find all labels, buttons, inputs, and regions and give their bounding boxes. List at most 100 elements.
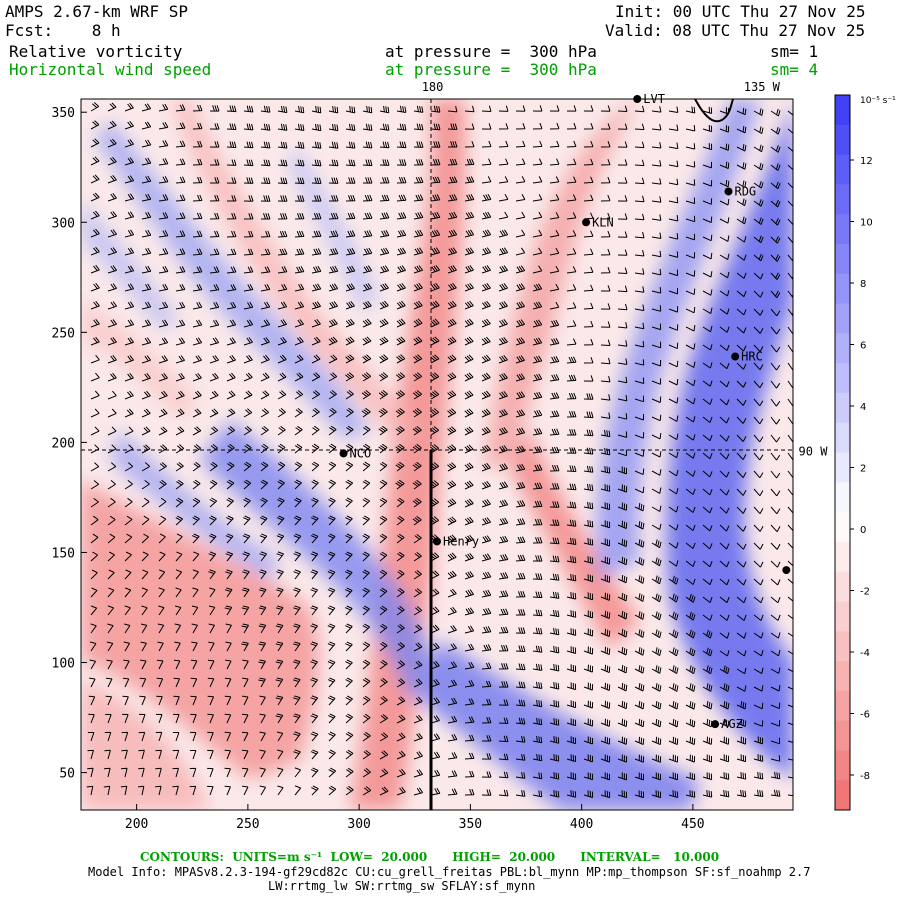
wind-barb: [192, 319, 203, 328]
wind-barb: [651, 469, 662, 476]
wind-barb: [328, 731, 336, 742]
wind-barb: [345, 105, 356, 114]
wind-barb: [292, 641, 301, 652]
y-tick-label: 150: [52, 546, 75, 561]
wind-barb: [549, 194, 560, 202]
wind-barb: [634, 629, 645, 638]
wind-barb: [719, 754, 729, 763]
wind-barb: [787, 794, 793, 797]
wind-barb: [498, 608, 509, 616]
wind-barb: [532, 753, 543, 762]
wind-barb: [770, 254, 781, 262]
wind-barb: [175, 301, 186, 310]
wind-barb: [138, 749, 145, 760]
wind-barb: [345, 247, 356, 256]
wind-barb: [107, 587, 115, 598]
wind-barb: [260, 230, 271, 238]
wind-barb: [787, 344, 793, 353]
wind-barb: [736, 650, 747, 657]
wind-barb: [719, 143, 730, 151]
wind-barb: [243, 266, 254, 274]
wind-barb: [787, 758, 793, 761]
wind-barb: [121, 731, 129, 742]
wind-barb: [770, 308, 781, 317]
wind-barb: [447, 318, 457, 328]
x-tick-label: 450: [681, 817, 704, 832]
wind-barb: [736, 754, 747, 763]
wind-barb: [583, 393, 594, 400]
wind-barb: [277, 248, 288, 256]
wind-barb: [362, 300, 372, 310]
wind-barb: [685, 524, 696, 531]
wind-barb: [275, 695, 284, 706]
wind-barb: [293, 749, 301, 760]
wind-barb: [532, 681, 543, 689]
wind-barb: [600, 628, 611, 637]
wind-barb: [277, 159, 288, 167]
wind-barb: [141, 533, 149, 544]
wind-barb: [158, 587, 165, 598]
wind-barb: [566, 537, 577, 545]
wind-barb: [685, 736, 696, 745]
wind-barb: [498, 681, 509, 688]
wind-barb: [498, 427, 508, 436]
wind-barb: [447, 661, 458, 670]
wind-barb: [532, 663, 543, 671]
wind-barb: [566, 483, 577, 491]
wind-barb: [770, 720, 781, 727]
wind-barb: [277, 336, 287, 346]
wind-barb: [719, 488, 730, 496]
wind-barb: [481, 426, 491, 436]
wind-barb: [481, 229, 492, 238]
wind-barb: [447, 372, 457, 382]
wind-barb: [753, 362, 764, 371]
wind-barb: [702, 647, 713, 657]
wind-barb: [379, 229, 390, 238]
wind-barb: [140, 659, 147, 670]
wind-barb: [549, 464, 560, 472]
wind-barb: [702, 252, 713, 260]
wind-barb: [583, 754, 593, 763]
wind-barb: [413, 265, 423, 274]
wind-barb: [175, 122, 186, 130]
wind-barb: [209, 123, 220, 130]
wind-barb: [685, 790, 696, 798]
wind-barb: [276, 569, 284, 580]
wind-barb: [192, 390, 202, 400]
wind-barb: [192, 515, 200, 526]
wind-barb: [617, 431, 628, 438]
wind-barb: [141, 515, 150, 526]
wind-barb: [753, 290, 764, 298]
wind-barb: [413, 660, 423, 670]
station-label: AGZ: [721, 717, 743, 731]
wind-barb: [787, 146, 793, 153]
wind-barb: [447, 282, 457, 292]
wind-barb: [787, 542, 793, 549]
wind-barb: [600, 159, 611, 166]
wind-barb: [362, 605, 370, 616]
wind-barb: [413, 732, 423, 742]
wind-barb: [107, 408, 117, 418]
wind-barb: [600, 447, 611, 456]
wind-barb: [532, 627, 543, 635]
wind-barb: [294, 497, 302, 508]
wind-barb: [141, 157, 152, 166]
wind-barb: [311, 248, 322, 256]
wind-barb: [259, 551, 267, 562]
wind-barb: [294, 141, 305, 149]
wind-barb: [379, 533, 388, 544]
wind-barb: [158, 265, 169, 274]
wind-barb: [345, 461, 354, 472]
wind-barb: [104, 731, 112, 742]
wind-barb: [413, 606, 423, 616]
wind-barb: [770, 578, 781, 586]
wind-barb: [583, 302, 594, 310]
wind-barb: [634, 213, 645, 221]
wind-barb: [464, 716, 475, 724]
wind-barb: [175, 337, 186, 346]
wind-barb: [430, 123, 441, 131]
wind-barb: [685, 106, 696, 114]
wind-barb: [224, 713, 232, 724]
wind-barb: [770, 145, 781, 153]
wind-barb: [447, 194, 458, 202]
